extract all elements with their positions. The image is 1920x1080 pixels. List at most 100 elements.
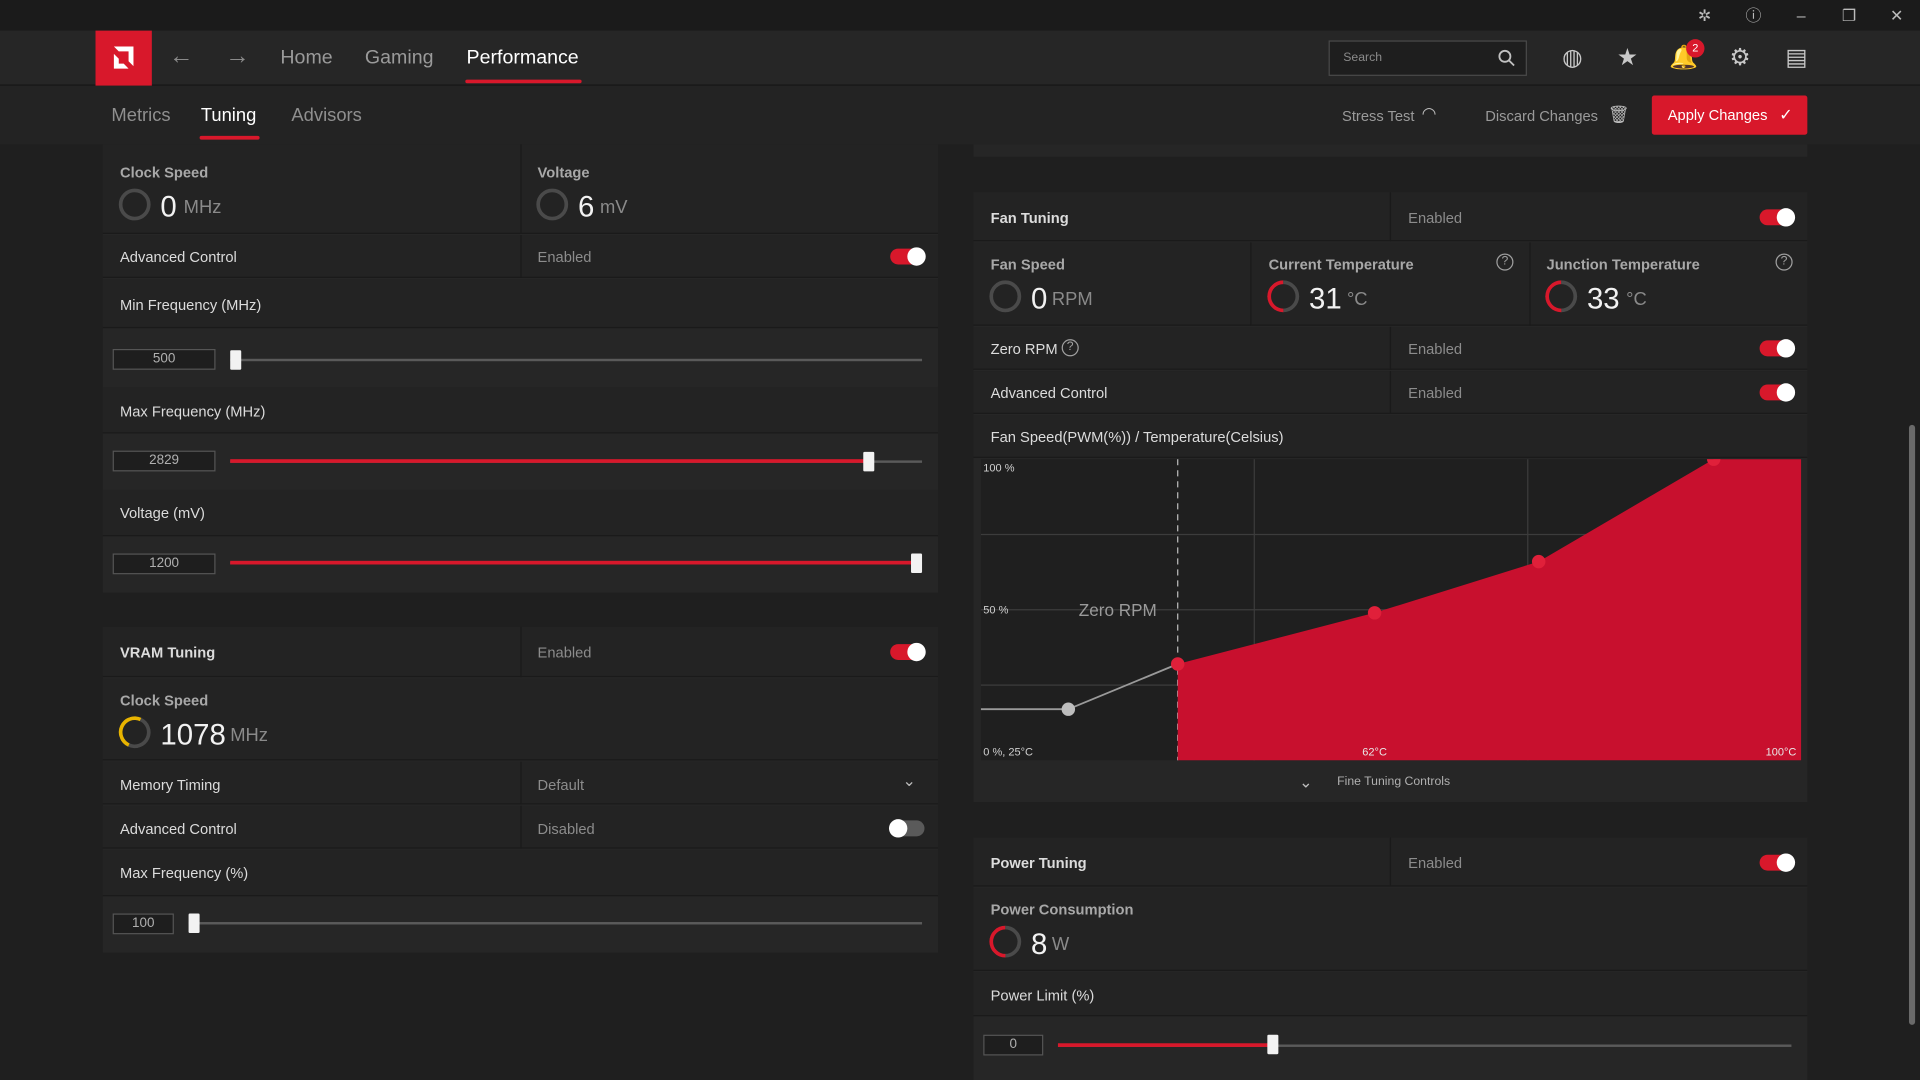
- junction-temp-help-icon[interactable]: ?: [1775, 253, 1793, 271]
- fan-advanced-control-status: Enabled: [1408, 384, 1463, 402]
- zero-rpm-label: Zero RPM: [990, 340, 1058, 358]
- trash-icon[interactable]: 🗑: [1607, 104, 1630, 124]
- voltage-mv-input[interactable]: 1200: [112, 553, 216, 575]
- fan-curve-title: Fan Speed(PWM(%)) / Temperature(Celsius): [990, 428, 1284, 446]
- divider: [1389, 326, 1392, 370]
- power-limit-track: [1057, 1044, 1792, 1047]
- max-freq-input[interactable]: 2829: [112, 450, 216, 472]
- clock-speed-unit: MHz: [183, 197, 222, 218]
- chevron-down-icon[interactable]: ⌄: [902, 771, 916, 790]
- globe-icon[interactable]: ◍: [1562, 45, 1583, 72]
- vram-clock-unit: MHz: [230, 724, 268, 746]
- vram-advanced-control-toggle[interactable]: [888, 819, 925, 838]
- tab-metrics[interactable]: Metrics: [111, 105, 171, 127]
- vram-max-freq-input[interactable]: 100: [112, 913, 174, 935]
- fan-tuning-toggle[interactable]: [1759, 208, 1796, 227]
- fan-curve-chart[interactable]: 100 % 50 % 0 %, 25°C 62°C 100°C Zero RPM: [980, 459, 1802, 761]
- fan-status: Enabled: [1408, 209, 1463, 227]
- vram-max-freq-slider-thumb[interactable]: [188, 913, 200, 934]
- vram-status: Enabled: [537, 644, 592, 662]
- star-icon[interactable]: ★: [1616, 45, 1638, 72]
- x-tick-label-62: 62°C: [1362, 747, 1387, 759]
- voltage-mv-fill: [230, 560, 916, 565]
- y-tick-label-50: 50 %: [983, 604, 1008, 616]
- tab-tuning[interactable]: Tuning: [200, 105, 257, 127]
- fan-curve-point: [1706, 459, 1721, 466]
- nav-performance[interactable]: Performance: [466, 47, 579, 69]
- power-consumption-unit: W: [1051, 934, 1070, 956]
- help-icon[interactable]: ⓘ: [1745, 6, 1762, 25]
- voltage-label: Voltage: [537, 164, 590, 182]
- power-limit-input[interactable]: 0: [983, 1034, 1044, 1056]
- gpu-tuning-panel: Clock Speed 0 MHz Voltage 6 mV Advanced …: [102, 144, 938, 593]
- search-input[interactable]: Search: [1328, 40, 1527, 76]
- x-tick-label-start: 0 %, 25°C: [983, 747, 1033, 759]
- power-limit-slider-thumb[interactable]: [1267, 1034, 1279, 1055]
- divider: [1250, 242, 1252, 326]
- gpu-advanced-control-toggle[interactable]: [890, 247, 926, 266]
- sidebar-toggle-icon[interactable]: ▤: [1785, 45, 1808, 72]
- divider: [1389, 837, 1392, 887]
- max-freq-fill: [230, 459, 869, 463]
- minimize-icon[interactable]: –: [1796, 6, 1806, 25]
- discard-changes-button[interactable]: Discard Changes: [1485, 107, 1599, 125]
- current-temp-label: Current Temperature: [1268, 255, 1414, 274]
- min-freq-slider-thumb[interactable]: [230, 350, 242, 370]
- current-temp-help-icon[interactable]: ?: [1496, 253, 1514, 271]
- memory-timing-select[interactable]: Default: [537, 776, 585, 794]
- voltage-mv-slider-thumb[interactable]: [911, 553, 923, 574]
- voltage-gauge: [536, 188, 569, 221]
- fan-curve-header: [973, 415, 1808, 458]
- fan-advanced-control-toggle[interactable]: [1759, 383, 1796, 402]
- restore-icon[interactable]: ❐: [1841, 6, 1857, 25]
- junction-temp-label: Junction Temperature: [1546, 255, 1700, 274]
- vram-max-freq-label: Max Frequency (%): [120, 864, 249, 882]
- bug-report-icon[interactable]: ✲: [1697, 6, 1712, 25]
- nav-home[interactable]: Home: [280, 47, 333, 69]
- nav-gaming[interactable]: Gaming: [364, 47, 434, 69]
- tab-advisors[interactable]: Advisors: [291, 105, 362, 127]
- voltage-value: 6: [577, 191, 595, 225]
- vram-clock-value: 1078: [160, 718, 226, 752]
- vram-header-row: [102, 626, 938, 678]
- amd-logo[interactable]: [95, 30, 152, 86]
- x-tick-label-100: 100°C: [1766, 747, 1797, 759]
- close-icon[interactable]: ✕: [1890, 6, 1904, 25]
- clock-speed-gauge: [118, 188, 151, 221]
- fine-tuning-controls-button[interactable]: Fine Tuning Controls: [1337, 775, 1451, 789]
- power-consumption-row: [973, 887, 1808, 972]
- fan-speed-gauge: [989, 280, 1022, 313]
- stress-test-button[interactable]: Stress Test: [1342, 107, 1415, 125]
- fan-curve-point: [1531, 554, 1546, 569]
- tab-active-indicator: [199, 135, 260, 140]
- vram-tuning-panel: VRAM Tuning Enabled Clock Speed 1078 MHz…: [102, 626, 938, 953]
- min-freq-input[interactable]: 500: [112, 348, 216, 370]
- scrollbar[interactable]: [1908, 424, 1916, 1025]
- min-freq-header: [102, 279, 938, 329]
- power-title: Power Tuning: [990, 854, 1087, 872]
- max-freq-slider-thumb[interactable]: [863, 451, 875, 472]
- forward-arrow-icon[interactable]: →: [225, 42, 250, 70]
- y-tick-label-100: 100 %: [983, 462, 1014, 474]
- back-arrow-icon[interactable]: ←: [168, 42, 194, 70]
- zero-rpm-help-icon[interactable]: ?: [1061, 339, 1079, 357]
- advanced-control-status: Enabled: [537, 248, 592, 266]
- fan-title: Fan Tuning: [990, 209, 1069, 227]
- gauge-icon[interactable]: ◠: [1421, 102, 1437, 123]
- vram-title: VRAM Tuning: [120, 644, 216, 662]
- apply-changes-button[interactable]: Apply Changes ✓: [1651, 95, 1808, 135]
- min-freq-label: Min Frequency (MHz): [120, 296, 262, 314]
- zero-rpm-status: Enabled: [1408, 340, 1463, 358]
- power-consumption-value: 8: [1031, 928, 1048, 962]
- divider: [520, 144, 522, 234]
- power-tuning-toggle[interactable]: [1759, 853, 1796, 872]
- zero-rpm-toggle[interactable]: [1759, 339, 1796, 358]
- divider: [520, 235, 522, 278]
- chevron-down-icon[interactable]: ⌄: [1299, 772, 1313, 792]
- gear-icon[interactable]: ⚙: [1729, 45, 1751, 72]
- divider: [520, 805, 522, 849]
- fan-speed-value: 0: [1031, 282, 1048, 316]
- check-icon: ✓: [1779, 105, 1793, 124]
- memory-timing-label: Memory Timing: [120, 776, 221, 794]
- vram-tuning-toggle[interactable]: [890, 642, 926, 662]
